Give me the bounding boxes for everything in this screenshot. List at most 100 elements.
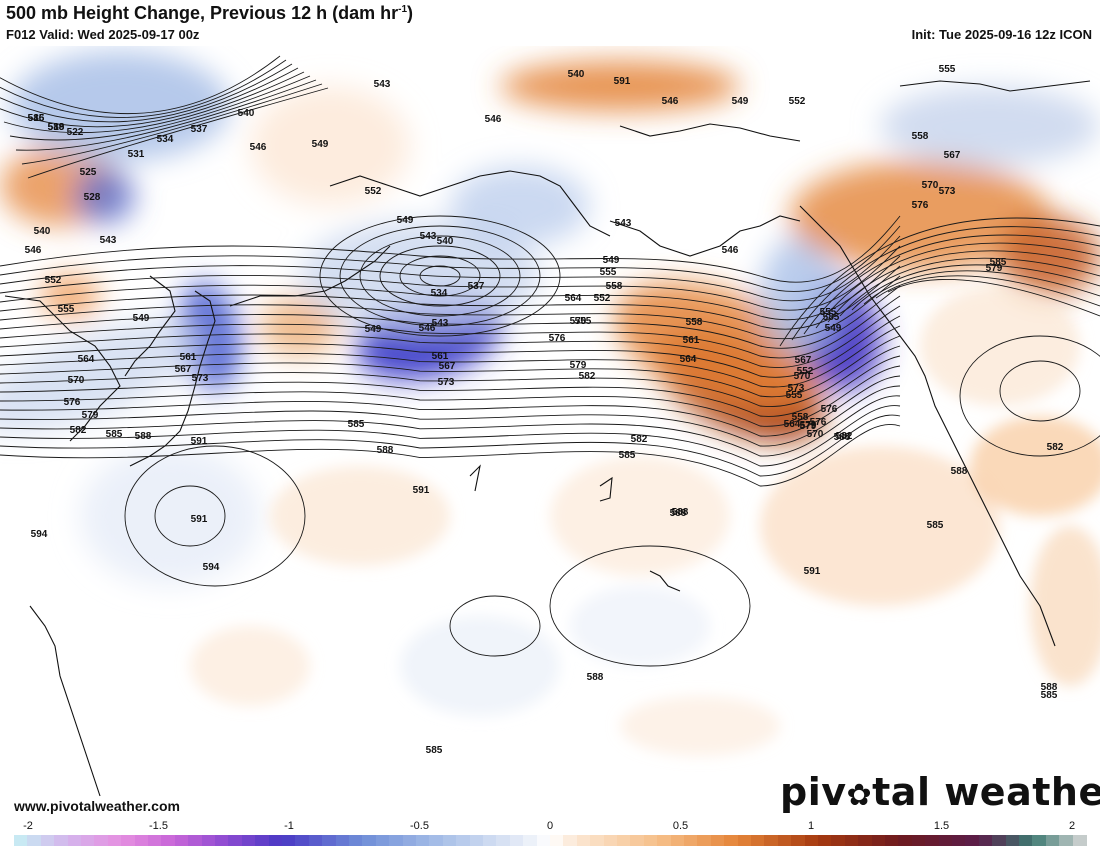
height-contour: [0, 215, 901, 283]
contour-label: 579: [570, 360, 587, 371]
colorbar: -2 -1.5 -1 -0.5 0 0.5 1 1.5 2: [0, 818, 1100, 850]
height-contour: [0, 414, 901, 477]
height-contour: [779, 217, 1100, 347]
contour-label: 588: [951, 466, 968, 477]
contour-label: 543: [100, 235, 117, 246]
height-change-area: [500, 61, 740, 111]
contour-label: 588: [587, 672, 604, 683]
colorbar-cell: [469, 835, 484, 846]
colorbar-cell: [54, 835, 69, 846]
height-contour: [0, 395, 901, 457]
contour-label: 555: [939, 64, 956, 75]
contour-label: 588: [48, 122, 65, 133]
height-contour: [999, 360, 1081, 422]
colorbar-cell: [14, 835, 28, 846]
contour-label: 588: [135, 431, 152, 442]
contour-label: 585: [927, 520, 944, 531]
coastline: [329, 170, 611, 237]
contour-label: 573: [788, 383, 805, 394]
contour-label: 540: [437, 236, 454, 247]
contour-label: 594: [203, 562, 220, 573]
contour-label: 549: [825, 323, 842, 334]
colorbar-cell: [161, 835, 176, 846]
coastline: [899, 80, 1091, 92]
height-change-area: [920, 286, 1080, 406]
colorbar-cell: [550, 835, 564, 846]
colorbar-cell: [657, 835, 672, 846]
contour-label: 591: [413, 485, 430, 496]
contour-label: 543: [432, 318, 449, 329]
colorbar-cell: [215, 835, 229, 846]
contour-label: 561: [432, 351, 449, 362]
contour-label: 543: [374, 79, 391, 90]
colorbar-cell: [590, 835, 605, 846]
contour-label: 588: [377, 445, 394, 456]
colorbar-cell: [630, 835, 645, 846]
height-contour: [15, 79, 317, 151]
contour-label: 534: [157, 134, 174, 145]
contour-label: 591: [191, 514, 208, 525]
contour-label: 582: [836, 431, 853, 442]
coastline: [599, 476, 613, 502]
contour-label: 585: [990, 257, 1007, 268]
colorbar-tick-label: 0.5: [672, 820, 689, 832]
contour-label: 567: [944, 150, 961, 161]
height-contour: [827, 250, 1100, 323]
height-contour: [379, 245, 501, 307]
colorbar-cell: [201, 835, 216, 846]
height-change-area: [760, 236, 840, 356]
height-contour: [0, 255, 901, 321]
contour-label: 585: [348, 419, 365, 430]
colorbar-cell: [483, 835, 497, 846]
colorbar-cell: [81, 835, 95, 846]
contour-label: 564: [565, 293, 582, 304]
colorbar-cell: [295, 835, 310, 846]
colorbar-cell: [670, 835, 685, 846]
contour-label: 537: [468, 281, 485, 292]
coastline: [29, 605, 101, 797]
contour-label: 546: [250, 142, 267, 153]
colorbar-cell: [603, 835, 618, 846]
contour-label: 585: [1041, 690, 1058, 701]
colorbar-cell: [992, 835, 1007, 846]
height-change-area: [270, 466, 450, 566]
contour-label: 588: [672, 507, 689, 518]
colorbar-cell: [1005, 835, 1020, 846]
height-contour: [154, 485, 226, 547]
height-contour: [549, 545, 751, 667]
height-change-area: [620, 696, 780, 756]
colorbar-cell: [751, 835, 765, 846]
contour-label: 528: [84, 192, 101, 203]
height-contour: [124, 445, 306, 587]
contour-label: 564: [784, 419, 801, 430]
colorbar-cell: [27, 835, 42, 846]
colorbar-tick-label: 1.5: [933, 820, 950, 832]
colorbar-cell: [107, 835, 122, 846]
contour-label: 555: [575, 316, 592, 327]
colorbar-cell: [523, 835, 538, 846]
colorbar-cell: [134, 835, 149, 846]
height-contour: [0, 405, 901, 467]
contour-label: 558: [912, 131, 929, 142]
colorbar-cell: [777, 835, 792, 846]
colorbar-tick-label: -1: [284, 820, 294, 832]
height-contour: [887, 278, 1100, 317]
init-time: Init: Tue 2025-09-16 12z ICON: [911, 27, 1092, 42]
contour-label: 555: [58, 304, 75, 315]
website-url[interactable]: www.pivotalweather.com: [14, 798, 180, 814]
contour-label: 540: [34, 226, 51, 237]
height-contour: [319, 215, 561, 337]
contour-label: 585: [106, 429, 123, 440]
colorbar-strip: [14, 835, 1087, 846]
colorbar-cell: [402, 835, 417, 846]
contour-label: 543: [615, 218, 632, 229]
height-contour: [0, 275, 901, 340]
contour-label: 573: [939, 186, 956, 197]
colorbar-cell: [1059, 835, 1074, 846]
contour-label: 540: [238, 108, 255, 119]
contour-label: 516: [28, 113, 45, 124]
colorbar-cell: [1045, 835, 1060, 846]
height-contour: [359, 235, 521, 317]
contour-label: 585: [426, 745, 443, 756]
colorbar-cell: [282, 835, 296, 846]
